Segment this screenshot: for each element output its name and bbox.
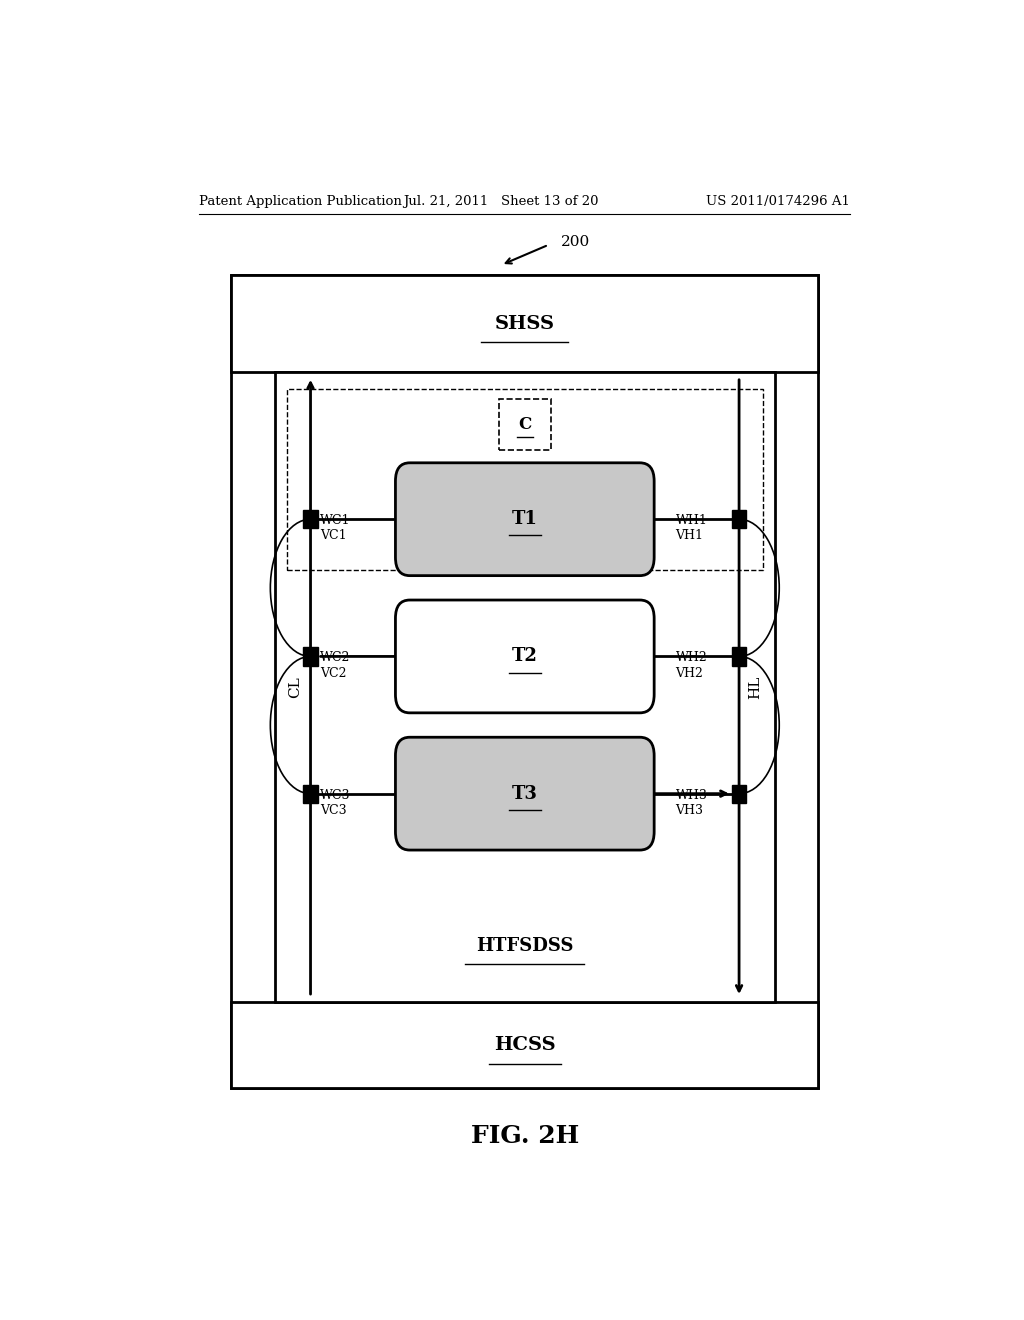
Text: C: C <box>518 416 531 433</box>
Bar <box>231 1002 818 1089</box>
Text: US 2011/0174296 A1: US 2011/0174296 A1 <box>707 194 850 207</box>
FancyBboxPatch shape <box>395 601 654 713</box>
Bar <box>303 510 317 528</box>
Text: T2: T2 <box>512 647 538 665</box>
Text: WH1: WH1 <box>676 515 708 527</box>
Bar <box>499 399 551 450</box>
Text: VC1: VC1 <box>321 529 347 543</box>
Text: T3: T3 <box>512 784 538 803</box>
Text: HTFSDSS: HTFSDSS <box>476 937 573 956</box>
FancyBboxPatch shape <box>395 463 654 576</box>
Text: WH2: WH2 <box>676 651 708 664</box>
Text: VC2: VC2 <box>321 667 346 680</box>
Text: VH3: VH3 <box>676 804 703 817</box>
Text: VH1: VH1 <box>676 529 703 543</box>
Text: HCSS: HCSS <box>494 1036 556 1055</box>
Bar <box>303 647 317 665</box>
Bar <box>287 389 763 569</box>
Text: SHSS: SHSS <box>495 314 555 333</box>
Text: CL: CL <box>288 676 302 698</box>
Text: WC1: WC1 <box>321 515 350 527</box>
Text: VH2: VH2 <box>676 667 703 680</box>
FancyBboxPatch shape <box>395 738 654 850</box>
Bar <box>231 276 818 1089</box>
Text: FIG. 2H: FIG. 2H <box>471 1125 579 1148</box>
Bar <box>274 372 775 1002</box>
Bar <box>732 510 746 528</box>
Text: HL: HL <box>748 676 762 698</box>
Bar <box>231 276 818 372</box>
Bar <box>732 647 746 665</box>
Text: 200: 200 <box>560 235 590 248</box>
Text: Patent Application Publication: Patent Application Publication <box>200 194 402 207</box>
Bar <box>303 784 317 803</box>
Text: WH3: WH3 <box>676 788 708 801</box>
Text: WC2: WC2 <box>321 651 350 664</box>
Text: WC3: WC3 <box>321 788 350 801</box>
Bar <box>732 784 746 803</box>
Text: Jul. 21, 2011   Sheet 13 of 20: Jul. 21, 2011 Sheet 13 of 20 <box>403 194 599 207</box>
Text: VC3: VC3 <box>321 804 347 817</box>
Text: T1: T1 <box>512 511 538 528</box>
